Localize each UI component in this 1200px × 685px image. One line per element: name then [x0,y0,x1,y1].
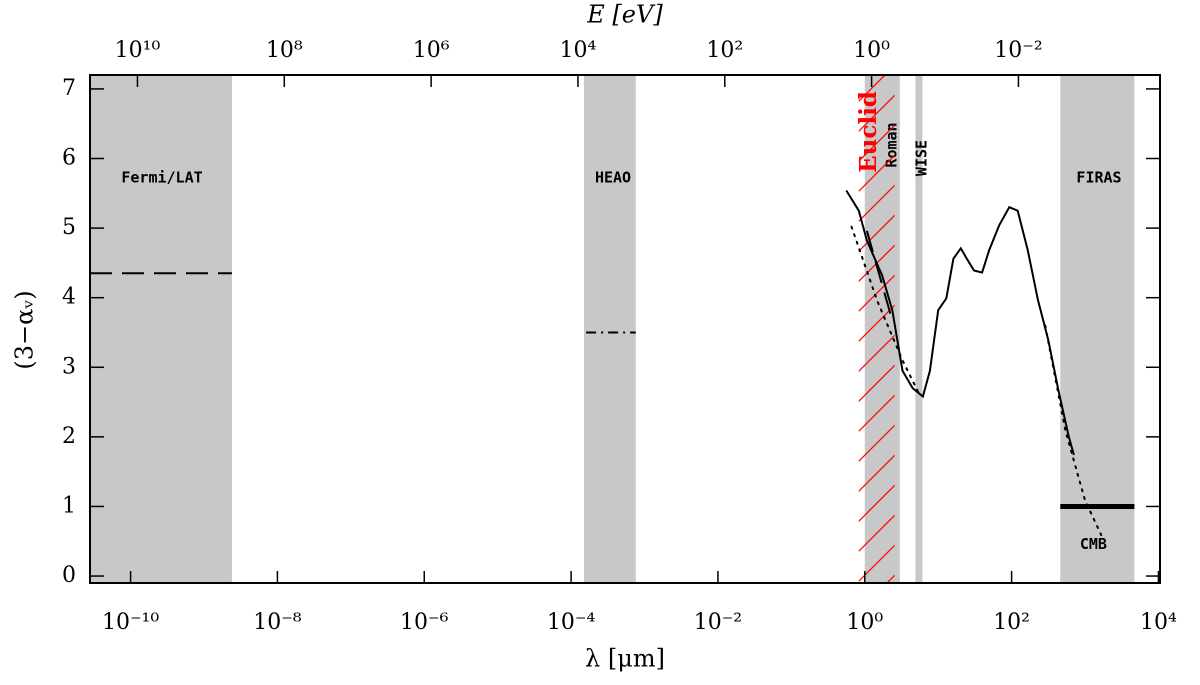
x-tick-label: 10⁻⁴ [547,610,596,635]
band-label: HEAO [595,169,631,187]
y-tick-label: 1 [62,493,76,518]
y-tick-label: 5 [62,215,76,240]
band-label: Euclid [855,91,882,173]
band-label: FIRAS [1076,169,1121,187]
band [858,75,895,583]
x2-axis-title: E [eV] [586,1,663,29]
x2-tick-label: 10⁴ [560,38,597,63]
y-axis-title: (3−αᵥ) [11,290,39,369]
band-label: Fermi/LAT [121,169,202,187]
x-tick-label: 10⁰ [846,610,883,635]
band [1060,75,1135,583]
x2-tick-label: 10⁻² [994,38,1042,63]
x2-tick-label: 10⁶ [413,38,450,63]
curve [845,189,1075,456]
y-tick-label: 3 [62,354,76,379]
band [584,75,636,583]
y-tick-label: 2 [62,424,76,449]
curve [865,230,894,321]
y-tick-label: 6 [62,146,76,171]
x-tick-label: 10⁻¹⁰ [102,610,159,635]
y-tick-label: 7 [62,76,76,101]
y-tick-label: 0 [62,563,76,588]
annotation: CMB [1080,535,1107,553]
plot-frame [89,74,1161,584]
band [915,75,923,583]
curve [850,225,1103,536]
x2-tick-label: 10⁸ [266,38,303,63]
x-tick-label: 10⁻⁶ [400,610,449,635]
x2-tick-label: 10⁰ [853,38,890,63]
x2-tick-label: 10² [706,38,743,63]
band [90,75,232,583]
x-tick-label: 10⁴ [1140,610,1177,635]
x-tick-label: 10⁻⁸ [253,610,302,635]
x-axis-title: λ [μm] [585,645,665,673]
y-tick-label: 4 [62,285,76,310]
band-label: WISE [913,140,931,176]
x-tick-label: 10² [993,610,1030,635]
x-tick-label: 10⁻² [694,610,742,635]
x2-tick-label: 10¹⁰ [115,38,161,63]
